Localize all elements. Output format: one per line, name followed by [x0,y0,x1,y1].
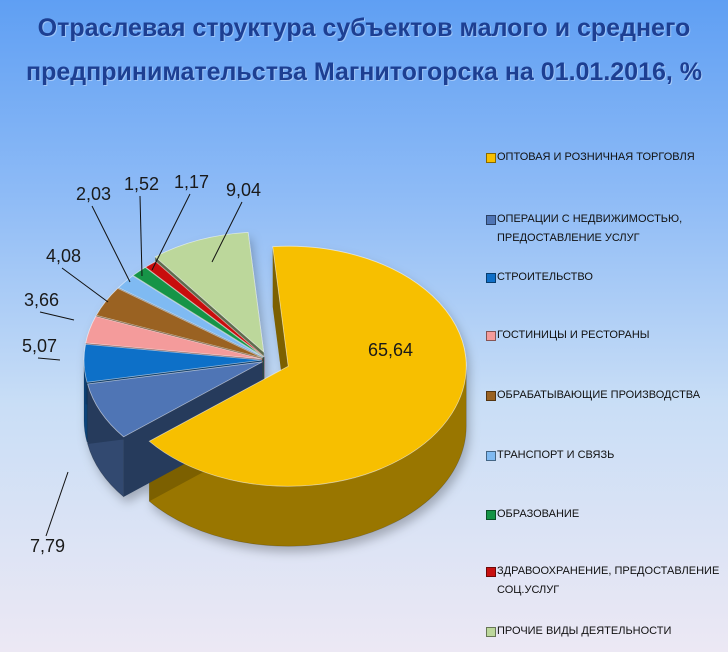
legend-swatch [486,273,496,283]
legend-label: ОБРАБАТЫВАЮЩИЕ ПРОИЗВОДСТВА [497,389,701,401]
leader-line [61,267,109,303]
leader-line [37,357,61,361]
legend-item: ПРОЧИЕ ВИДЫ ДЕЯТЕЛЬНОСТИ [486,622,722,641]
chart-title: Отраслевая структура субъектов малого и … [0,6,728,94]
data-label: 65,64 [368,340,413,360]
legend-item: ОБРАБАТЫВАЮЩИЕ ПРОИЗВОДСТВА [486,386,722,405]
data-label: 5,07 [22,336,57,356]
legend-swatch [486,153,496,163]
legend-item: ТРАНСПОРТ И СВЯЗЬ [486,446,722,465]
leader-line [91,205,131,283]
legend-item: ОПЕРАЦИИ С НЕДВИЖИМОСТЬЮ, ПРЕДОСТАВЛЕНИЕ… [486,210,722,248]
pie-slice [85,315,263,360]
pie-slice [87,361,263,438]
pie-slice [148,245,467,487]
legend-swatch [486,451,496,461]
legend-label: ГОСТИНИЦЫ И РЕСТОРАНЫ [497,329,650,341]
data-label: 3,66 [24,290,59,310]
legend-label: ОБРАЗОВАНИЕ [497,508,580,520]
legend-item: ГОСТИНИЦЫ И РЕСТОРАНЫ [486,326,722,345]
legend-label: ЗДРАВООХРАНЕНИЕ, ПРЕДОСТАВЛЕНИЕ СОЦ.УСЛУ… [497,565,720,596]
data-label: 7,79 [30,536,65,556]
legend-label: СТРОИТЕЛЬСТВО [497,271,593,283]
data-label: 1,52 [124,174,159,194]
legend-label: ОПТОВАЯ И РОЗНИЧНАЯ ТОРГОВЛЯ [497,151,695,163]
legend-swatch [486,391,496,401]
data-label: 1,17 [174,172,209,192]
chart-title-line-2: предпринимательства Магнитогорска на 01.… [25,58,703,86]
legend-item: ЗДРАВООХРАНЕНИЕ, ПРЕДОСТАВЛЕНИЕ СОЦ.УСЛУ… [486,562,722,600]
pie-slice [154,231,265,353]
pie-slice [83,343,263,383]
legend-item: ОБРАЗОВАНИЕ [486,505,722,524]
pie-slices [83,231,467,547]
legend-swatch [486,510,496,520]
legend-item: ОПТОВАЯ И РОЗНИЧНАЯ ТОРГОВЛЯ [486,148,722,167]
legend-label: ОПЕРАЦИИ С НЕДВИЖИМОСТЬЮ, ПРЕДОСТАВЛЕНИЕ… [497,213,683,244]
data-label: 9,04 [226,180,261,200]
leader-line [211,201,243,263]
legend-swatch [486,567,496,577]
leader-line [39,311,75,321]
leader-line [151,193,191,271]
pie-slice [132,266,265,358]
data-label: 2,03 [76,184,111,204]
legend-label: ПРОЧИЕ ВИДЫ ДЕЯТЕЛЬНОСТИ [497,625,672,637]
legend-swatch [486,215,496,225]
leader-line [45,471,69,537]
legend-swatch [486,627,496,637]
pie-slice [95,287,263,359]
leader-line [139,195,143,277]
chart-title-line-1: Отраслевая структура субъектов малого и … [37,14,691,42]
legend-label: ТРАНСПОРТ И СВЯЗЬ [497,449,615,461]
pie-slice [117,275,264,358]
legend-swatch [486,331,496,341]
legend-item: СТРОИТЕЛЬСТВО [486,268,722,287]
data-label: 4,08 [46,246,81,266]
